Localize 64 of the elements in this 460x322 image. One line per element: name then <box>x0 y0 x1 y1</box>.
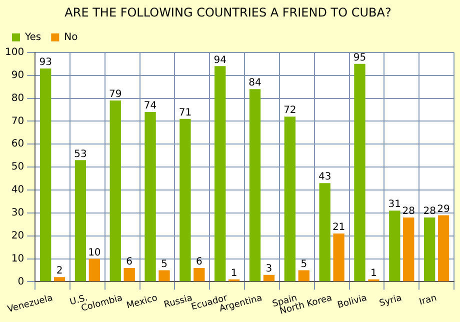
bar <box>389 210 400 282</box>
data-label: 2 <box>56 266 63 277</box>
bar <box>319 183 330 282</box>
data-label: 3 <box>266 263 272 274</box>
data-label: 5 <box>300 258 308 270</box>
x-tick-label: Bolivia <box>336 293 368 311</box>
data-label: 1 <box>370 268 377 280</box>
bar <box>54 277 66 282</box>
bar <box>438 215 450 282</box>
y-tick-label: 90 <box>11 70 24 81</box>
y-tick-label: 0 <box>18 276 24 288</box>
bar <box>263 274 275 282</box>
bar <box>124 268 135 282</box>
bar <box>40 68 52 282</box>
bar <box>194 268 205 282</box>
x-tick-label: Syria <box>378 293 404 309</box>
y-tick-label: 30 <box>11 208 24 219</box>
data-label: 94 <box>214 54 226 66</box>
y-tick-label: 60 <box>11 138 24 150</box>
data-label: 31 <box>388 199 402 210</box>
data-label: 28 <box>423 206 436 218</box>
bar <box>249 89 261 282</box>
data-label: 72 <box>284 105 296 116</box>
data-label: 21 <box>332 222 346 234</box>
bar <box>333 234 344 282</box>
data-label: 84 <box>248 78 262 89</box>
data-label: 74 <box>144 100 157 112</box>
y-tick-label: 50 <box>11 162 24 173</box>
chart-title: ARE THE FOLLOWING COUNTRIES A FRIEND TO CUBA? <box>64 5 392 20</box>
bar <box>298 270 310 282</box>
y-tick-label: 40 <box>11 184 24 196</box>
legend-label: Yes <box>24 32 42 43</box>
data-label: 6 <box>196 256 202 268</box>
bar <box>214 66 226 282</box>
y-tick-label: 100 <box>4 46 24 58</box>
bar <box>110 100 121 282</box>
y-tick-label: 20 <box>11 230 24 242</box>
bar <box>144 112 156 282</box>
bar <box>158 270 170 282</box>
data-label: 93 <box>39 57 52 68</box>
y-tick-label: 70 <box>11 116 24 127</box>
bar <box>74 160 86 282</box>
data-label: 95 <box>353 52 366 64</box>
data-label: 5 <box>161 258 168 270</box>
data-label: 1 <box>230 268 238 280</box>
bar <box>424 218 436 282</box>
data-label: 6 <box>126 256 133 268</box>
data-label: 29 <box>437 204 450 215</box>
data-label: 10 <box>88 247 101 258</box>
x-tick-label: Iran <box>418 293 438 308</box>
bar <box>403 218 414 282</box>
bar <box>284 116 296 282</box>
data-label: 79 <box>109 89 122 100</box>
y-tick-label: 10 <box>11 253 24 264</box>
bar <box>88 258 100 282</box>
data-label: 43 <box>318 172 332 183</box>
data-label: 28 <box>402 206 415 218</box>
data-label: 53 <box>74 148 87 160</box>
bar <box>180 118 191 282</box>
bar <box>354 64 366 282</box>
y-tick-label: 80 <box>11 92 24 104</box>
data-label: 71 <box>178 107 192 118</box>
x-tick-label: Mexico <box>126 293 160 312</box>
legend-label: No <box>64 32 78 43</box>
